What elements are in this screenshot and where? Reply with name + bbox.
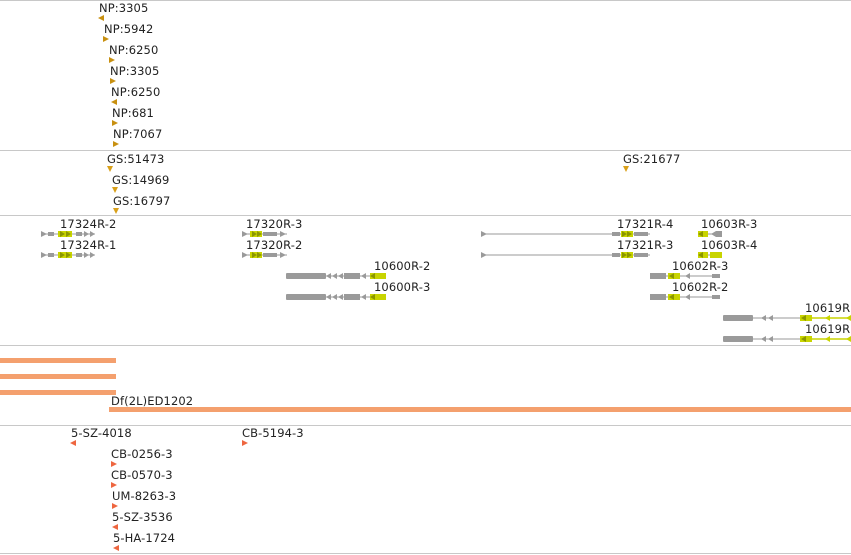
np-feature-label[interactable]: NP:3305 <box>110 64 160 78</box>
gene-model-10600R-3[interactable] <box>286 294 386 300</box>
insertion-label[interactable]: CB-5194-3 <box>242 426 304 440</box>
track-separator <box>0 553 851 554</box>
gene-model-17320R-2[interactable] <box>242 252 287 258</box>
deficiency-bar[interactable] <box>109 407 851 412</box>
gene-label[interactable]: 17324R-1 <box>60 238 117 252</box>
deficiency-bar[interactable] <box>0 390 116 395</box>
np-feature-marker[interactable] <box>113 141 119 147</box>
track-separator <box>0 150 851 151</box>
gene-model-17321R-3[interactable] <box>481 252 650 258</box>
gene-label[interactable]: 10602R-3 <box>672 259 729 273</box>
deficiency-label[interactable]: Df(2L)ED1202 <box>111 394 194 408</box>
insertion-label[interactable]: CB-0570-3 <box>111 468 173 482</box>
gene-model-17321R-4[interactable] <box>481 231 650 237</box>
np-feature-label[interactable]: NP:6250 <box>109 43 159 57</box>
insertion-label[interactable]: 5-SZ-4018 <box>71 426 132 440</box>
np-feature-marker[interactable] <box>112 120 118 126</box>
track-separator <box>0 345 851 346</box>
np-feature-marker[interactable] <box>103 36 109 42</box>
track-separator <box>0 215 851 216</box>
track-separator <box>0 0 851 1</box>
gene-label[interactable]: 17320R-2 <box>246 238 303 252</box>
deficiency-bar[interactable] <box>0 374 116 379</box>
gene-model-10619R[interactable] <box>723 315 851 321</box>
np-feature-label[interactable]: NP:3305 <box>99 1 149 15</box>
insertion-marker[interactable] <box>111 461 117 467</box>
gs-feature-marker[interactable] <box>623 166 629 172</box>
gene-label[interactable]: 10602R-2 <box>672 280 729 294</box>
insertion-marker[interactable] <box>112 503 118 509</box>
gs-feature-label[interactable]: GS:16797 <box>113 194 171 208</box>
np-feature-label[interactable]: NP:6250 <box>111 85 161 99</box>
gs-feature-marker[interactable] <box>113 208 119 214</box>
np-feature-marker[interactable] <box>111 99 117 105</box>
gene-label[interactable]: 10600R-3 <box>374 280 431 294</box>
gene-label[interactable]: 17321R-4 <box>617 217 674 231</box>
gene-label[interactable]: 17320R-3 <box>246 217 303 231</box>
insertion-label[interactable]: UM-8263-3 <box>112 489 177 503</box>
np-feature-marker[interactable] <box>109 57 115 63</box>
gene-model-10603R-3[interactable] <box>698 231 722 237</box>
np-feature-label[interactable]: NP:7067 <box>113 127 163 141</box>
insertion-marker[interactable] <box>113 545 119 551</box>
gene-label[interactable]: 10603R-4 <box>701 238 758 252</box>
np-feature-label[interactable]: NP:5942 <box>104 22 154 36</box>
gene-label[interactable]: 17321R-3 <box>617 238 674 252</box>
np-feature-marker[interactable] <box>98 15 104 21</box>
gene-label[interactable]: 10619R <box>805 301 851 315</box>
insertion-label[interactable]: 5-HA-1724 <box>113 531 176 545</box>
track-separator <box>0 425 851 426</box>
gene-model-10600R-2[interactable] <box>286 273 386 279</box>
insertion-marker[interactable] <box>112 524 118 530</box>
gene-model-17320R-3[interactable] <box>242 231 287 237</box>
insertion-marker[interactable] <box>111 482 117 488</box>
gene-model-10602R-3[interactable] <box>650 273 720 279</box>
insertion-marker[interactable] <box>70 440 76 446</box>
gene-model-10603R-4[interactable] <box>698 252 722 258</box>
np-feature-label[interactable]: NP:681 <box>112 106 154 120</box>
gs-feature-marker[interactable] <box>107 166 113 172</box>
gene-model-10619R[interactable] <box>723 336 851 342</box>
gs-feature-label[interactable]: GS:14969 <box>112 173 170 187</box>
insertion-label[interactable]: CB-0256-3 <box>111 447 173 461</box>
np-feature-marker[interactable] <box>110 78 116 84</box>
gs-feature-label[interactable]: GS:21677 <box>623 152 681 166</box>
insertion-label[interactable]: 5-SZ-3536 <box>112 510 173 524</box>
gene-model-17324R-2[interactable] <box>41 231 95 237</box>
gene-label[interactable]: 10600R-2 <box>374 259 431 273</box>
insertion-marker[interactable] <box>242 440 248 446</box>
gene-label[interactable]: 10603R-3 <box>701 217 758 231</box>
gs-feature-marker[interactable] <box>112 187 118 193</box>
deficiency-bar[interactable] <box>0 358 116 363</box>
gs-feature-label[interactable]: GS:51473 <box>107 152 165 166</box>
gene-label[interactable]: 10619R <box>805 322 851 336</box>
gene-label[interactable]: 17324R-2 <box>60 217 117 231</box>
gene-model-10602R-2[interactable] <box>650 294 720 300</box>
gene-model-17324R-1[interactable] <box>41 252 95 258</box>
